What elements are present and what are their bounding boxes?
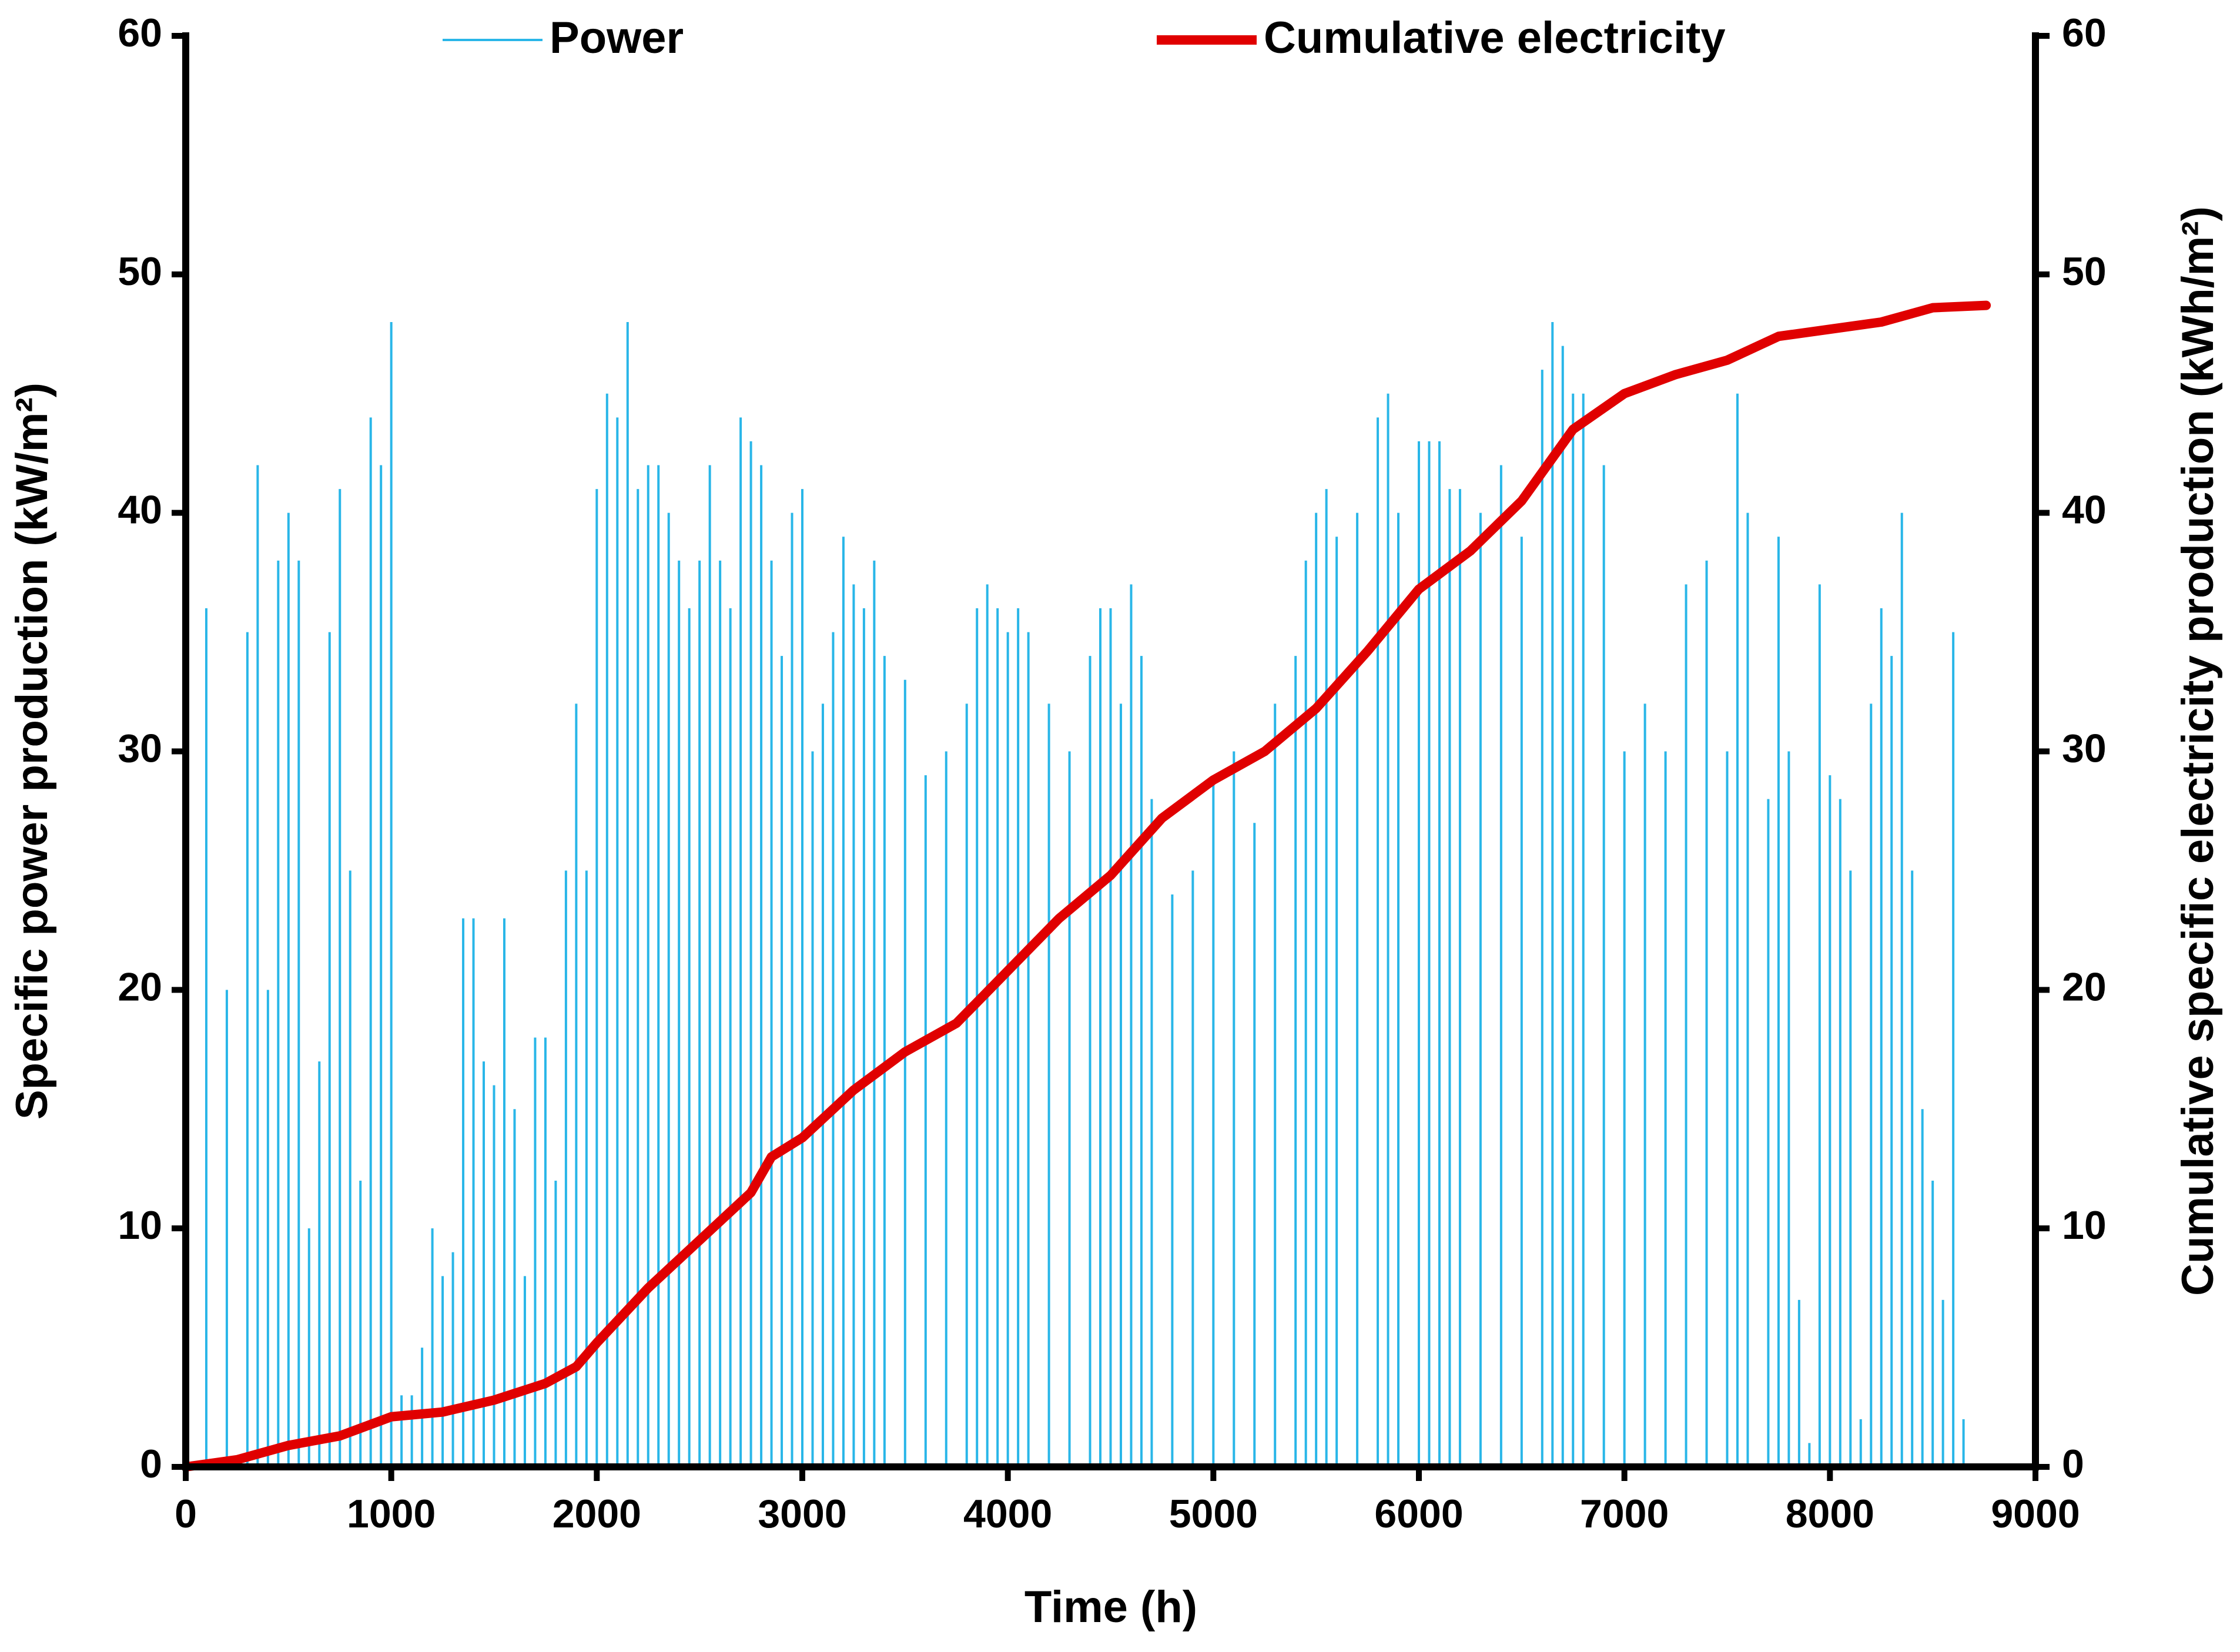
x-tick-label: 3000 — [758, 1492, 846, 1536]
y-tick-label: 30 — [118, 726, 162, 770]
x-tick-label: 2000 — [553, 1492, 641, 1536]
y-tick-label: 20 — [118, 964, 162, 1009]
legend-label: Cumulative electricity — [1264, 13, 1726, 63]
x-tick-label: 5000 — [1169, 1492, 1258, 1536]
y2-tick-label: 60 — [2062, 11, 2107, 55]
x-tick-label: 9000 — [1991, 1492, 2080, 1536]
x-axis-title: Time (h) — [1024, 1582, 1197, 1632]
y2-tick-label: 20 — [2062, 964, 2107, 1009]
x-tick-label: 8000 — [1786, 1492, 1874, 1536]
y-tick-label: 50 — [118, 249, 162, 294]
y-tick-label: 40 — [118, 488, 162, 532]
x-tick-label: 1000 — [347, 1492, 436, 1536]
y2-tick-label: 50 — [2062, 249, 2107, 294]
y2-tick-label: 30 — [2062, 726, 2107, 770]
y2-axis-title: Cumulative specific electricity producti… — [2173, 206, 2223, 1296]
plot — [181, 300, 1991, 1472]
cumulative-line — [181, 300, 1991, 1472]
x-tick-label: 7000 — [1580, 1492, 1669, 1536]
y2-tick-label: 10 — [2062, 1203, 2107, 1248]
x-tick-label: 0 — [175, 1492, 197, 1536]
legend-label: Power — [550, 13, 684, 63]
x-tick-label: 4000 — [963, 1492, 1052, 1536]
y-tick-label: 10 — [118, 1203, 162, 1248]
y2-tick-label: 40 — [2062, 488, 2107, 532]
y-axis-title: Specific power production (kW/m²) — [7, 383, 57, 1120]
y-tick-label: 60 — [118, 11, 162, 55]
y-tick-label: 0 — [140, 1442, 162, 1486]
x-tick-label: 6000 — [1374, 1492, 1463, 1536]
y2-tick-label: 0 — [2062, 1442, 2084, 1486]
